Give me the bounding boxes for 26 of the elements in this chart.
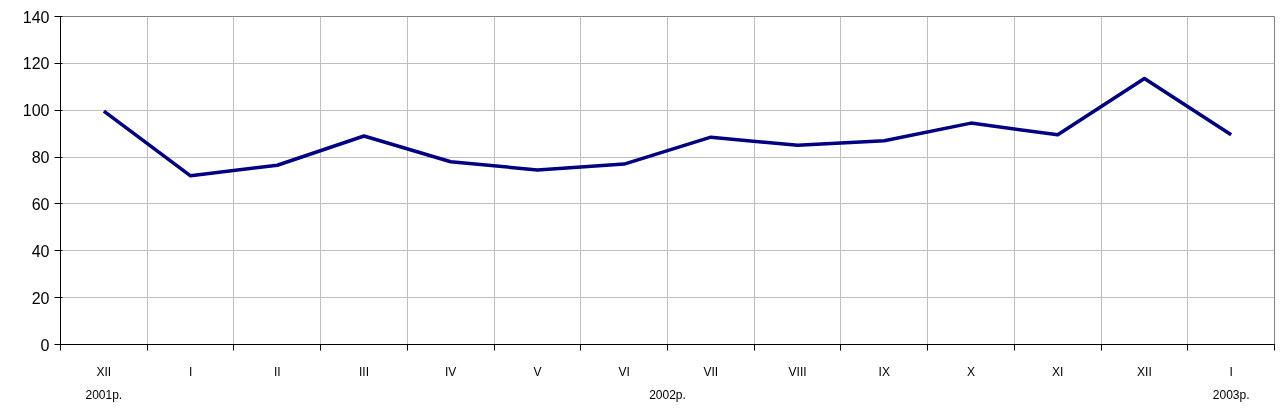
x-tick-label: I bbox=[188, 364, 193, 379]
y-tick-label: 80 bbox=[31, 149, 50, 167]
x-tick-label: IV bbox=[445, 364, 457, 379]
text: 2002р. bbox=[649, 387, 686, 402]
x-tick-label: IX bbox=[878, 364, 890, 379]
text: 2001р. bbox=[85, 387, 123, 402]
y-tick-label: 20 bbox=[31, 289, 50, 307]
x-tick-label: V bbox=[533, 364, 542, 379]
x-tick-label: I bbox=[1229, 364, 1233, 379]
x-tick-label: II bbox=[273, 364, 281, 379]
y-tick-label: 100 bbox=[22, 102, 50, 120]
line-series bbox=[102, 76, 1233, 178]
y-tick-label: 60 bbox=[31, 195, 50, 213]
x-tick-label: VI bbox=[618, 364, 630, 379]
x-tick-label: XII bbox=[96, 364, 112, 379]
x-tick-label: XII bbox=[1137, 364, 1152, 379]
y-tick-label: 0 bbox=[40, 336, 50, 354]
x-tick-label: VIII bbox=[788, 364, 807, 379]
y-tick-label: 40 bbox=[31, 242, 50, 260]
x-tick-label: VII bbox=[703, 364, 719, 379]
y-tick-label: 120 bbox=[22, 55, 50, 73]
text: 2003р. bbox=[1212, 387, 1250, 402]
y-tick-label: 140 bbox=[22, 8, 50, 26]
x-tick-label: III bbox=[359, 364, 370, 379]
x-tick-label: X bbox=[967, 364, 976, 379]
x-tick-label: XI bbox=[1052, 364, 1064, 379]
